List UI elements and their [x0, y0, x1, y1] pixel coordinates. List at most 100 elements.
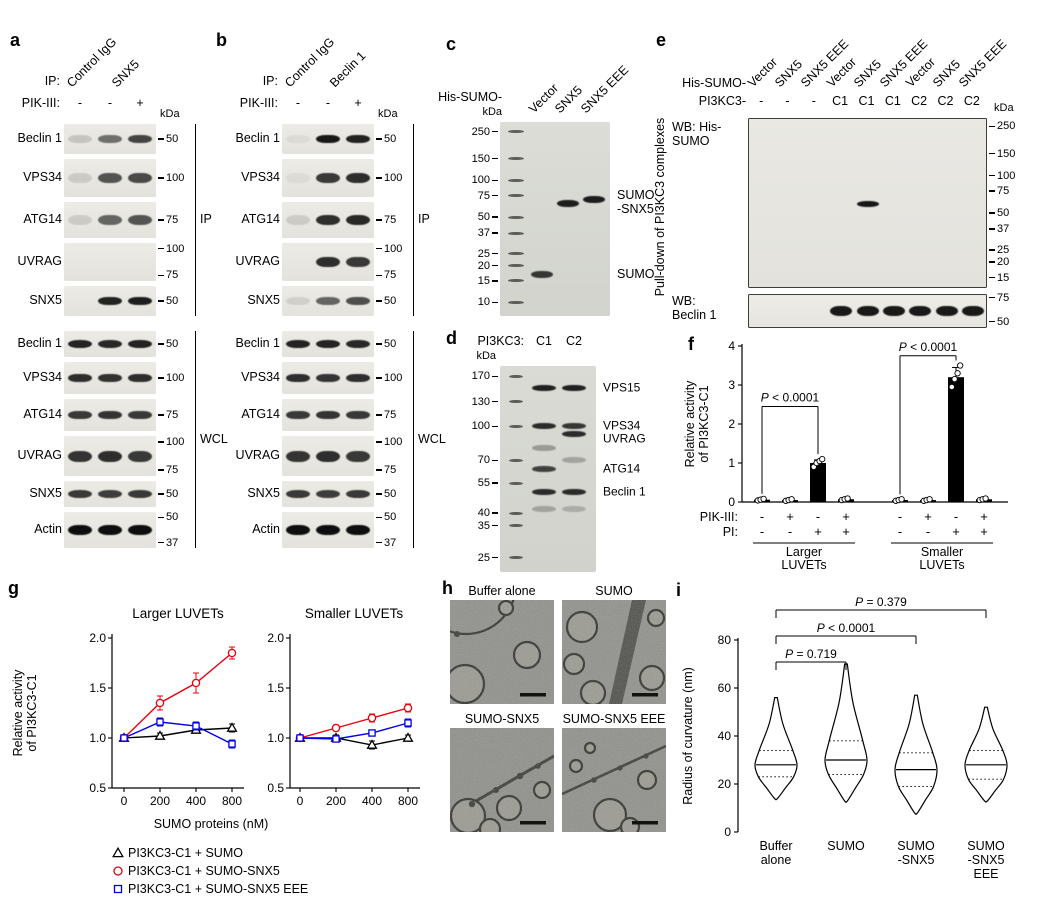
marker-square	[296, 734, 304, 742]
protein-label: SNX5	[247, 293, 280, 307]
x-tick-label: 400	[362, 794, 382, 808]
kda-value: 75	[997, 291, 1010, 304]
ladder-band	[508, 178, 524, 182]
kda-value: 250	[471, 125, 490, 138]
pik-row-label: PIK-III:	[700, 510, 738, 524]
y-tick-label: 80	[718, 633, 732, 647]
kda-value: 25	[997, 244, 1010, 257]
kda-marker: 75	[989, 185, 1009, 197]
kda-value: 130	[471, 395, 490, 408]
protein-band	[286, 134, 310, 144]
tspan-el: = 0.379	[863, 595, 907, 609]
pulldown-band	[856, 201, 879, 208]
pik-value: +	[786, 509, 794, 524]
protein-band	[98, 214, 122, 226]
series-line	[123, 721, 233, 745]
marker-tick	[376, 541, 382, 544]
panel-h-cryo-em: h Buffer alone SUMO SUMO-SNX5 SUMO-SNX5 …	[440, 578, 670, 908]
marker-tick	[492, 158, 498, 160]
kda-value: 35	[477, 519, 490, 532]
protein-band	[128, 172, 152, 184]
protein-label: ATG14	[241, 407, 280, 421]
kda-marker: 250	[989, 120, 1015, 132]
beclin1-band	[935, 306, 958, 316]
ladder-band	[509, 481, 523, 485]
marker-circle	[227, 648, 237, 658]
kda-value: 100	[384, 172, 403, 184]
protein-band	[346, 373, 370, 383]
kda-marker: 50	[376, 295, 396, 307]
panel-i-label: i	[676, 580, 682, 600]
protein-band	[128, 524, 152, 536]
marker-circle	[403, 703, 413, 713]
pi3kc3-header: PI3KC3-	[698, 94, 746, 108]
marker-tick	[989, 174, 995, 177]
kda-marker: 50	[376, 133, 396, 145]
y-tick-label: 2	[728, 417, 735, 431]
kda-value: 100	[166, 436, 185, 448]
tspan-el: P	[855, 595, 863, 609]
kda-marker: 130	[466, 395, 498, 408]
lane-label: Beclin 1	[327, 48, 369, 90]
marker-tick	[492, 131, 498, 133]
noise-overlay	[450, 728, 554, 832]
gel-band	[583, 195, 605, 203]
marker-triangle	[154, 730, 166, 740]
marker-circle	[367, 713, 377, 723]
kda-marker: 100	[158, 372, 184, 384]
beclin1-band	[882, 306, 905, 316]
protein-band	[346, 296, 370, 306]
data-point	[982, 495, 989, 502]
marker-square	[332, 735, 340, 743]
x-tick-label: 800	[222, 794, 242, 808]
kda-value: 20	[477, 259, 490, 272]
treatment-value: -	[295, 96, 301, 110]
protein-band	[286, 172, 310, 184]
pik-value: +	[842, 509, 850, 524]
violin	[754, 697, 798, 801]
kda-value: 150	[471, 152, 490, 165]
marker-tick	[376, 516, 382, 519]
marker-square	[113, 884, 123, 894]
kda-value: 100	[384, 242, 403, 255]
category-label: SUMO	[967, 839, 1005, 853]
blot-image	[282, 481, 374, 507]
cryo-em-image-sumo-snx5	[450, 728, 554, 832]
cryo-label-buffer-alone: Buffer alone	[468, 584, 536, 598]
panel-c-sumo-gel: c His-SUMO-kDa Vector SNX5 SNX5 EEE 250 150 10…	[438, 32, 655, 324]
marker-tick	[376, 219, 382, 221]
data-point	[788, 496, 795, 503]
kda-value: 25	[477, 247, 490, 260]
y-tick-label: 0.5	[267, 781, 284, 795]
kda-value: 50	[166, 488, 179, 500]
x-tick-label: 200	[150, 794, 170, 808]
protein-band	[346, 410, 370, 420]
kda-value: 75	[166, 214, 179, 226]
protein-band	[128, 340, 152, 348]
kda-marker: 100	[158, 243, 184, 255]
protein-band	[128, 296, 152, 306]
protein-band	[316, 410, 340, 420]
series-line	[123, 727, 233, 739]
pik-value: +	[924, 509, 932, 524]
noise-overlay	[562, 728, 666, 832]
kda-value: 20	[997, 256, 1010, 269]
data-point	[819, 455, 826, 463]
band-label: Beclin 1	[603, 484, 646, 499]
pik-value: -	[898, 509, 902, 524]
protein-label: SNX5	[247, 486, 280, 500]
kda-marker: 75	[158, 464, 178, 476]
kda-marker: 25	[989, 244, 1010, 257]
kda-marker: 75	[376, 464, 396, 476]
gel-image	[500, 366, 596, 572]
kda-marker: 50	[158, 338, 178, 350]
ladder-band	[509, 374, 523, 378]
kda-marker: 25	[466, 552, 498, 564]
pi-value: -	[898, 524, 902, 539]
marker-square	[368, 729, 376, 737]
y-axis-label: Radius of curvature (nm)	[681, 667, 695, 805]
blot-image	[64, 124, 156, 154]
pik-value: -	[816, 509, 820, 524]
kda-value: 150	[997, 147, 1016, 160]
protein-band	[346, 524, 370, 536]
